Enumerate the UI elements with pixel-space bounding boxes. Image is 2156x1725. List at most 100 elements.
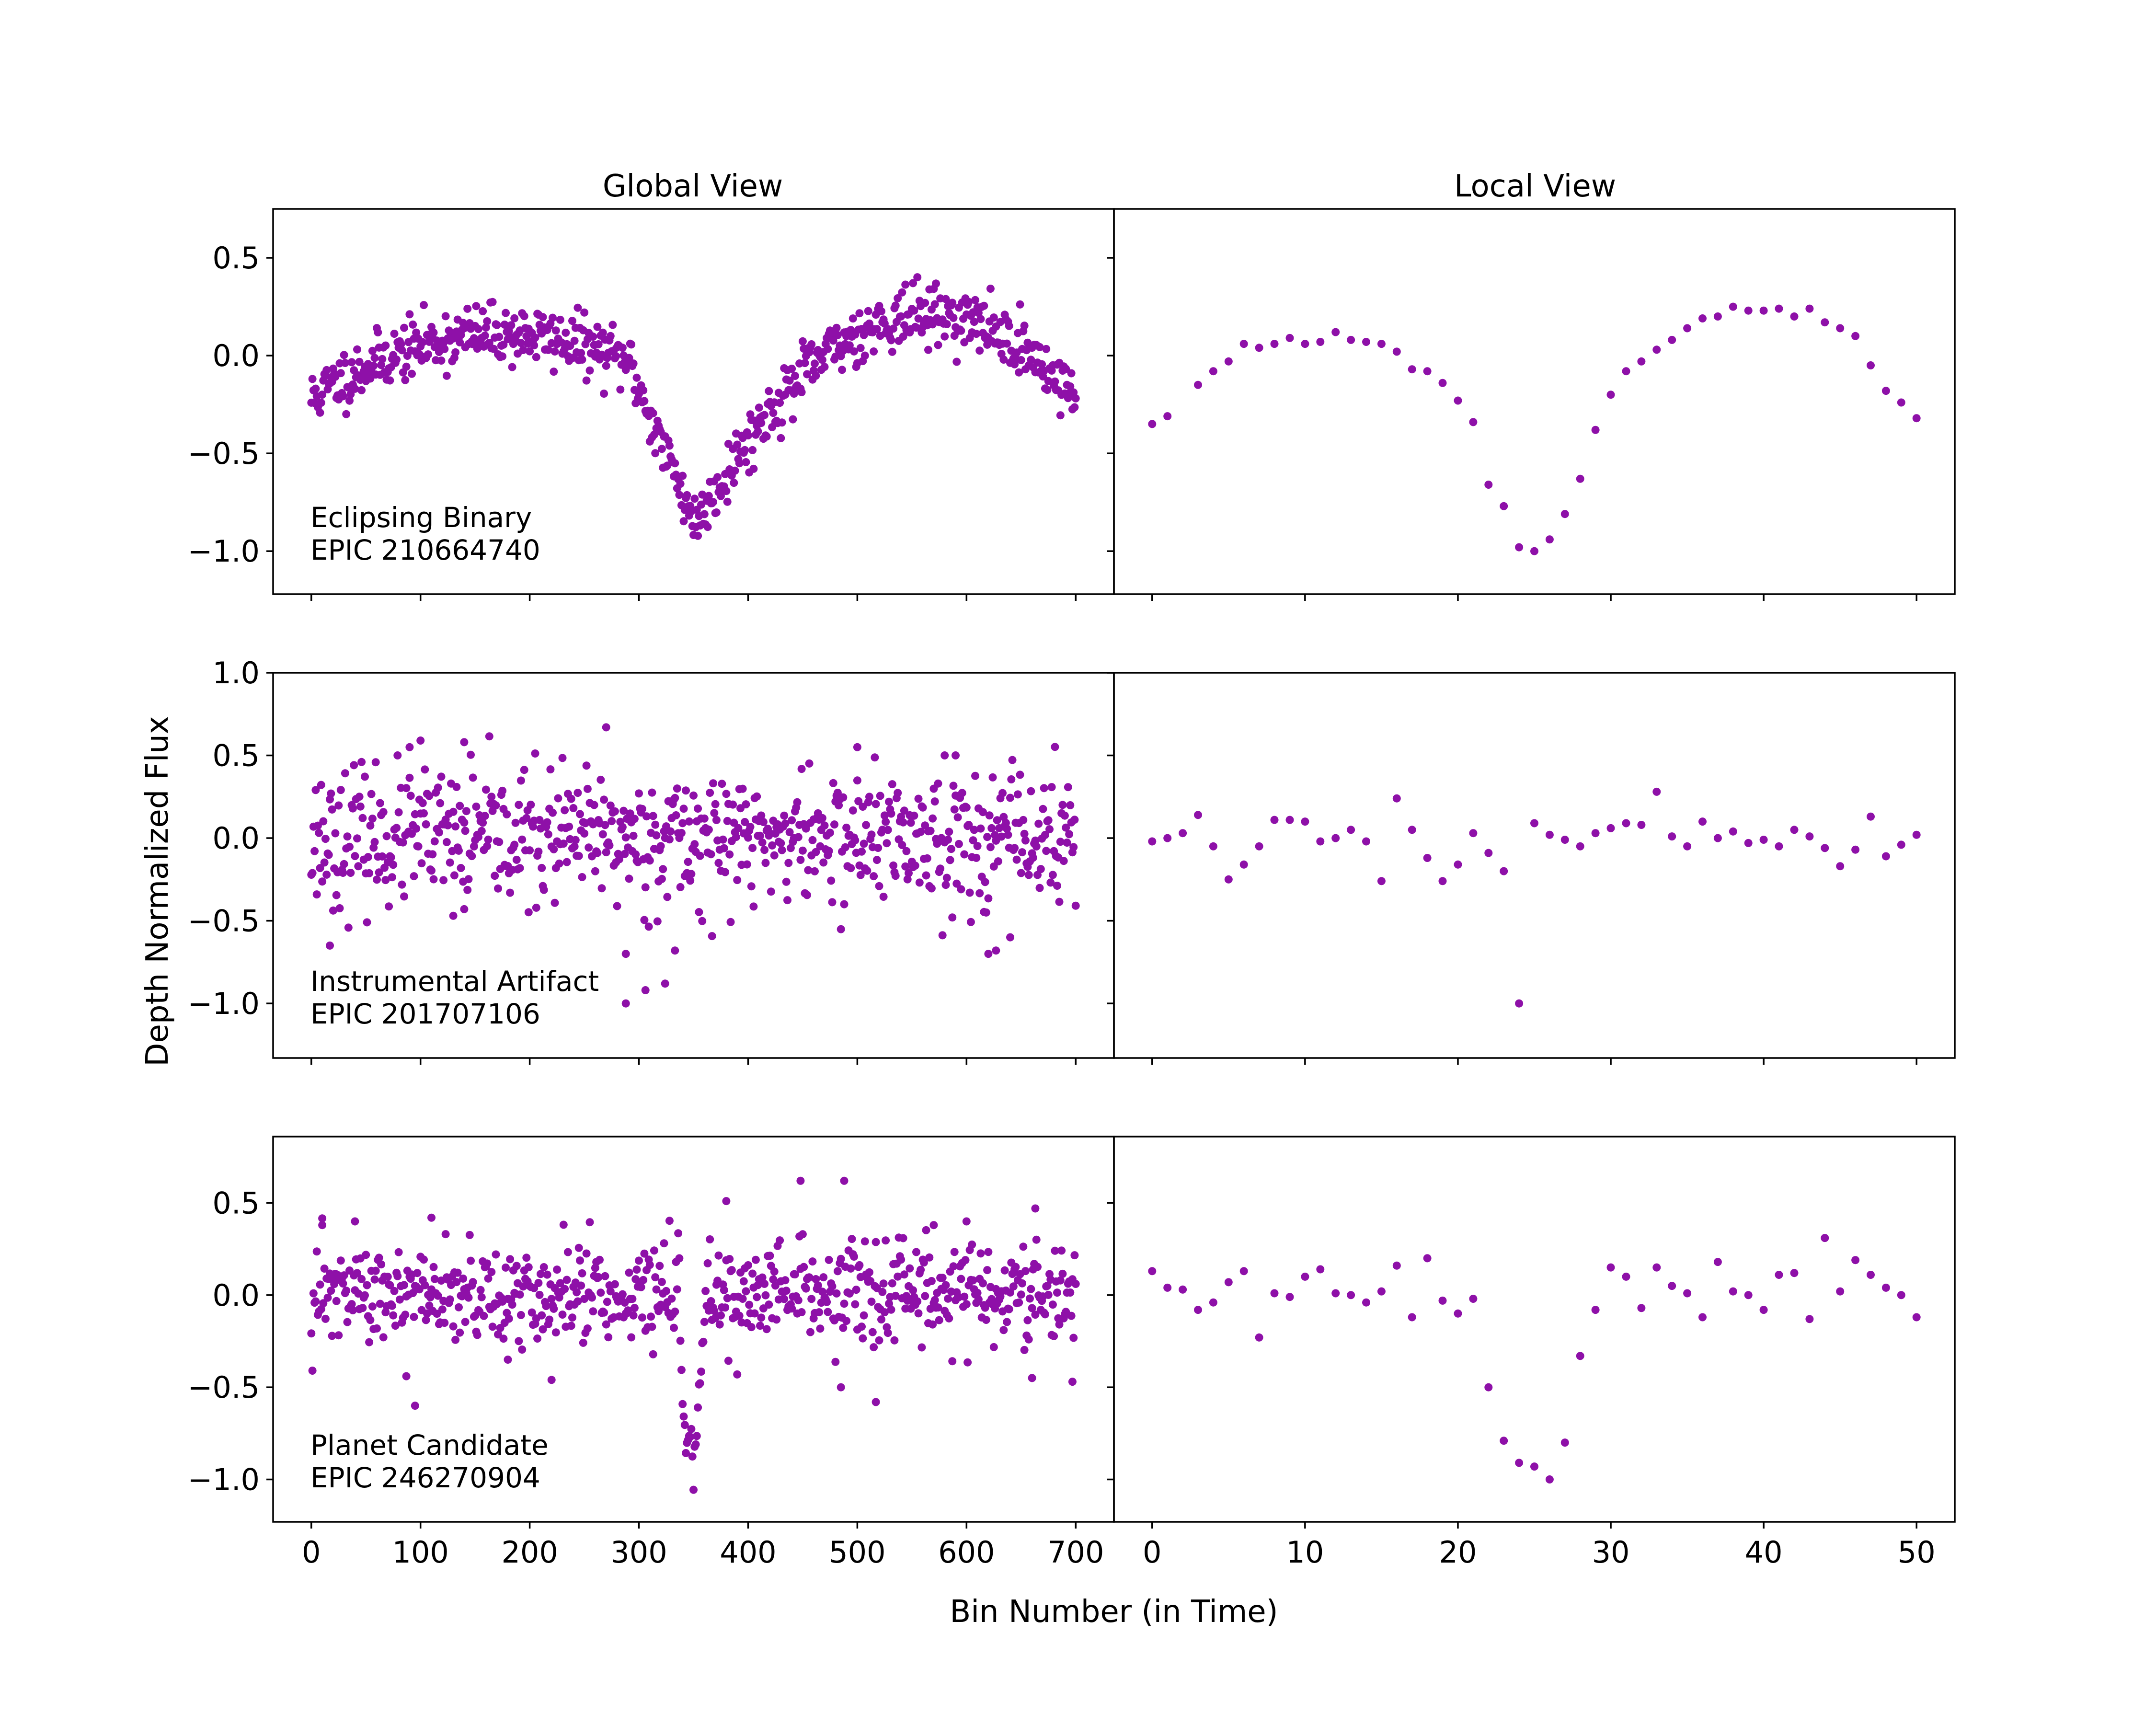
global-point (345, 842, 354, 851)
global-point (442, 371, 451, 380)
local-point (1560, 1438, 1569, 1447)
global-point (828, 898, 837, 907)
global-point (532, 903, 540, 912)
global-point (606, 801, 615, 810)
global-point (1057, 1246, 1066, 1255)
global-point (645, 856, 654, 865)
global-point (625, 354, 633, 362)
global-point (778, 418, 786, 427)
local-point (1148, 1267, 1157, 1276)
global-point (960, 1292, 969, 1301)
global-point (1012, 855, 1021, 864)
local-point (1454, 1309, 1462, 1318)
global-point (769, 409, 778, 417)
global-point (346, 869, 355, 877)
global-point (366, 821, 375, 830)
global-point (818, 814, 826, 822)
global-point (487, 793, 496, 801)
global-point (578, 356, 586, 364)
local-point (1729, 827, 1737, 836)
global-point (531, 334, 539, 342)
global-point (686, 876, 695, 885)
global-point (464, 1293, 473, 1302)
global-point (353, 1269, 361, 1277)
global-point (1024, 1335, 1033, 1344)
local-point (1606, 824, 1615, 832)
global-point (463, 886, 472, 894)
local-point (1316, 837, 1325, 846)
global-point (1029, 853, 1037, 862)
global-point (768, 841, 777, 850)
global-point (777, 839, 785, 848)
global-point (632, 373, 641, 382)
global-point (350, 761, 358, 770)
global-point (833, 789, 842, 797)
global-point (714, 1251, 723, 1260)
local-point (1821, 844, 1829, 852)
local-point (1163, 1283, 1172, 1292)
global-point (1003, 825, 1011, 833)
global-point (522, 1254, 531, 1262)
global-point (909, 1286, 917, 1295)
global-point (363, 918, 371, 927)
global-point (974, 309, 983, 317)
global-point (378, 852, 387, 861)
local-point (1881, 852, 1890, 861)
x-ticks-1 (310, 1058, 1917, 1065)
global-point (329, 906, 337, 915)
global-point (365, 1338, 374, 1346)
global-point (744, 1261, 752, 1269)
global-point (539, 313, 547, 322)
global-point (849, 806, 857, 815)
global-point (1031, 1311, 1040, 1319)
y-ticks-2: 0.5 0.0 −0.5 −1.0 (187, 1185, 1114, 1497)
global-point (979, 808, 987, 816)
global-point (841, 843, 849, 851)
global-point (748, 1269, 757, 1278)
local-point (1744, 839, 1753, 847)
global-point (749, 902, 758, 911)
global-point (757, 811, 766, 820)
global-point (847, 1264, 855, 1273)
global-point (543, 818, 551, 827)
global-point (663, 893, 672, 901)
global-point (388, 1301, 396, 1310)
global-point (930, 1296, 939, 1304)
global-point (492, 801, 500, 810)
global-point (596, 1255, 604, 1264)
local-point (1454, 396, 1462, 405)
global-point (518, 1346, 527, 1354)
global-point (732, 833, 740, 841)
global-point (323, 1293, 332, 1302)
global-point (788, 816, 796, 825)
global-point (1040, 784, 1048, 793)
global-point (495, 333, 504, 341)
global-point (710, 809, 719, 817)
global-point (555, 859, 563, 868)
global-point (897, 1255, 906, 1264)
global-point (639, 386, 648, 395)
global-point (652, 831, 661, 840)
global-point (703, 523, 712, 531)
global-point (727, 1266, 736, 1275)
global-point (860, 351, 869, 360)
local-point (1224, 357, 1233, 366)
global-point (446, 858, 454, 867)
global-point (685, 817, 693, 826)
global-point (348, 1306, 357, 1314)
global-point (710, 1307, 719, 1315)
global-point (921, 299, 929, 307)
x-axis-label: Bin Number (in Time) (950, 1594, 1278, 1630)
global-point (715, 1320, 724, 1329)
global-point (942, 874, 951, 882)
global-point (408, 369, 416, 378)
global-point (637, 1283, 645, 1291)
local-point (1698, 1313, 1707, 1322)
global-point (819, 858, 828, 867)
global-point (971, 771, 979, 780)
global-point (758, 1273, 767, 1282)
global-point (929, 1320, 937, 1329)
global-point (986, 285, 995, 293)
global-point (379, 808, 388, 816)
